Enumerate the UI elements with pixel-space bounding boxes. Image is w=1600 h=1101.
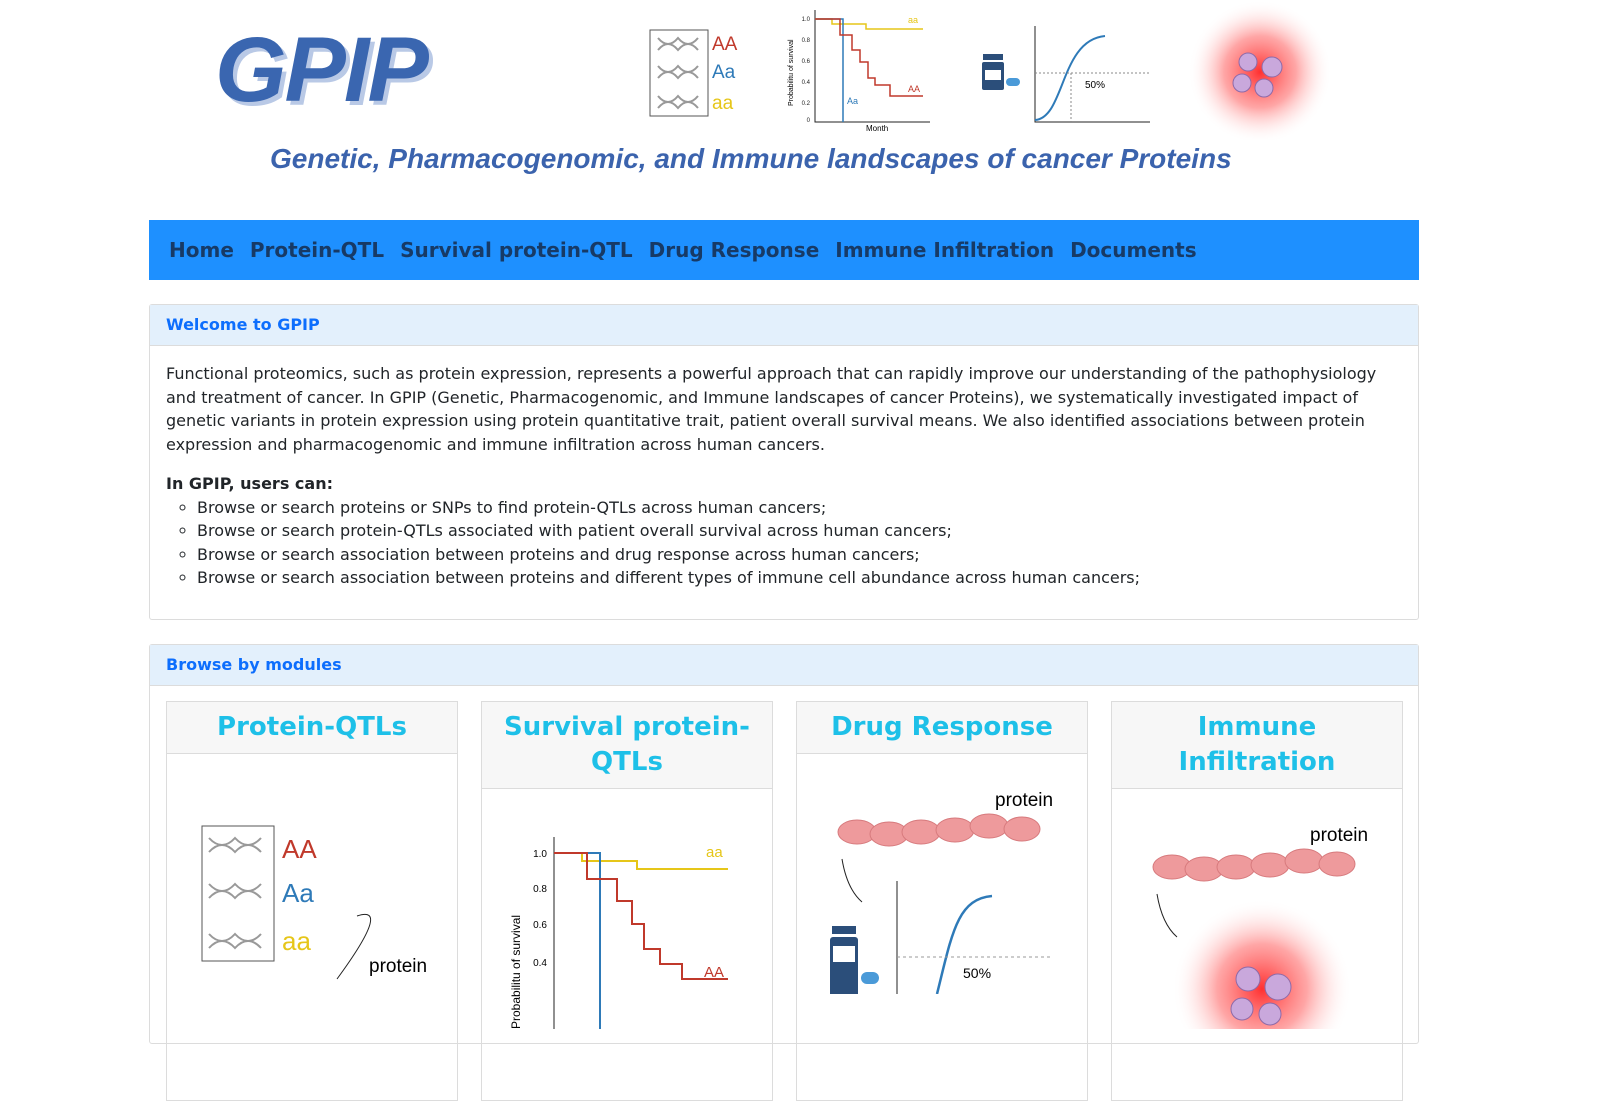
protein-label: protein (995, 790, 1053, 811)
nav-item[interactable]: Documents (1070, 238, 1197, 262)
feature-item: Browse or search protein-QTLs associated… (197, 519, 1402, 543)
card-title: Browse by modules (150, 645, 1418, 686)
welcome-card: Welcome to GPIP Functional proteomics, s… (149, 304, 1419, 620)
immune-icon (1188, 0, 1332, 140)
drug-label: 50% (1085, 80, 1105, 91)
module-card[interactable]: Protein-QTLs AA Aa aa protein (166, 701, 458, 1101)
subtitle: Genetic, Pharmacogenomic, and Immune lan… (270, 143, 1232, 174)
feature-item: Browse or search association between pro… (197, 566, 1402, 590)
nav-bar: Home Protein-QTL Survival protein-QTL Drug … (149, 220, 1419, 280)
survival-tick: 0 (807, 118, 811, 124)
module-title[interactable]: Survival protein-QTLs (482, 702, 772, 789)
nav-item[interactable]: Immune Infiltration (835, 238, 1055, 262)
card-title: Welcome to GPIP (150, 305, 1418, 346)
logo[interactable]: GPIP (215, 19, 429, 121)
genotype-label: Aa (712, 62, 736, 83)
module-figure: protein (1152, 825, 1368, 1079)
survival-tick: 0.2 (802, 101, 811, 107)
nav-item[interactable]: Home (169, 238, 234, 262)
feature-item: Browse or search proteins or SNPs to fin… (197, 496, 1402, 520)
survival-label: Aa (847, 96, 858, 106)
survival-label: AA (908, 84, 920, 94)
module-figure: 1.0 0.8 0.6 0.4 Probabilitu of survival … (509, 837, 728, 1029)
intro-text: Functional proteomics, such as protein e… (166, 364, 1377, 454)
protein-label: protein (1310, 825, 1368, 846)
genotype-label: AA (282, 834, 317, 864)
survival-label: aa (908, 15, 918, 25)
drug-icon (982, 54, 1020, 90)
feature-item: Browse or search association between pro… (197, 543, 1402, 567)
survival-tick: 0.6 (802, 59, 811, 65)
survival-label: AA (704, 964, 724, 981)
module-figure: protein 50% (830, 790, 1053, 997)
module-figure: AA Aa aa protein (201, 825, 427, 980)
module-title[interactable]: Protein-QTLs (167, 702, 457, 754)
survival-tick: 1.0 (533, 849, 547, 860)
survival-ylabel: Probabilitu of survival (509, 915, 523, 1029)
dna-icons (657, 36, 699, 110)
survival-tick: 1.0 (802, 17, 811, 23)
modules-card: Browse by modules Protein-QTLs AA Aa aa … (149, 644, 1419, 1101)
survival-ylabel: Probabilitu of survival (788, 39, 795, 106)
genotype-label: aa (282, 926, 311, 956)
feature-list: Browse or search proteins or SNPs to fin… (166, 496, 1402, 590)
drug-label: 50% (963, 965, 991, 981)
survival-tick: 0.8 (802, 38, 811, 44)
module-card[interactable]: Drug Response protein 50% (796, 701, 1088, 1101)
survival-tick: 0.6 (533, 920, 547, 931)
page: GPIP AA Aa aa 1.0 0.8 0.6 0.4 0.2 0 Prob… (0, 0, 1600, 1000)
survival-label: aa (706, 844, 723, 861)
genotype-label: AA (712, 34, 738, 55)
genotype-box (649, 29, 709, 117)
header-figures: AA Aa aa 1.0 0.8 0.6 0.4 0.2 0 Probabili… (649, 0, 1332, 140)
nav-item[interactable]: Protein-QTL (249, 238, 385, 262)
nav-item[interactable]: Survival protein-QTL (400, 238, 633, 262)
users-title: In GPIP, users can: (166, 474, 333, 493)
module-title[interactable]: Drug Response (797, 702, 1087, 754)
survival-axes (814, 10, 930, 123)
survival-xlabel: Month (866, 124, 888, 133)
nav-item[interactable]: Drug Response (648, 238, 820, 262)
survival-tick: 0.4 (802, 80, 811, 86)
survival-tick: 0.8 (533, 884, 547, 895)
module-card[interactable]: Immune Infiltration protein (1111, 701, 1403, 1101)
module-card[interactable]: Survival protein-QTLs 1.0 0.8 0.6 0.4 Pr… (481, 701, 773, 1101)
survival-tick: 0.4 (533, 958, 547, 969)
module-title[interactable]: Immune Infiltration (1112, 702, 1402, 789)
genotype-label: Aa (282, 878, 314, 908)
protein-label: protein (369, 956, 427, 977)
genotype-label: aa (712, 93, 734, 114)
